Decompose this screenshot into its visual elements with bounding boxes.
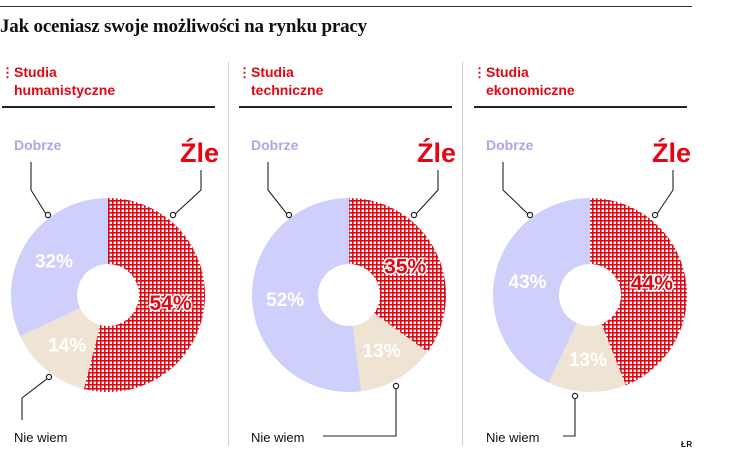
- chart-title-line: techniczne: [251, 82, 324, 98]
- chart-title-line: Studia: [486, 64, 529, 80]
- chart-divider: [239, 106, 452, 108]
- leader-line-nie-wiem: [21, 377, 49, 420]
- label-dobrze: Dobrze: [14, 137, 62, 153]
- leader-dot: [526, 211, 534, 219]
- label-zle: Źle: [652, 137, 691, 168]
- column-divider: [228, 62, 229, 446]
- label-zle: Źle: [417, 137, 456, 168]
- slice-value-label: 13%: [363, 341, 401, 362]
- slice-nie-wiem: [20, 308, 101, 389]
- label-nie-wiem: Nie wiem: [486, 430, 539, 445]
- slice-value-label: 32%: [35, 252, 73, 273]
- leader-dot: [285, 211, 293, 219]
- label-nie-wiem: Nie wiem: [251, 430, 304, 445]
- leader-dot: [571, 392, 579, 400]
- chart-divider: [2, 106, 215, 108]
- slice-dobrze: [252, 198, 362, 392]
- leader-line-dobrze: [30, 162, 47, 215]
- leader-dot: [169, 211, 177, 219]
- slice-value-label: 13%: [569, 350, 607, 371]
- chart-title-line: ekonomiczne: [486, 82, 575, 98]
- slice-value-label: 14%: [48, 335, 86, 356]
- label-dobrze: Dobrze: [486, 137, 534, 153]
- leader-line-zle: [656, 170, 674, 215]
- slice-dobrze: [10, 198, 109, 337]
- chart-title-line: Studia: [251, 64, 294, 80]
- leader-line-dobrze: [267, 162, 288, 215]
- leader-dot: [410, 211, 418, 219]
- label-zle: Źle: [180, 137, 219, 168]
- label-dobrze: Dobrze: [251, 137, 299, 153]
- chart-title-marker: ⋮: [238, 65, 251, 80]
- chart-title-marker: ⋮: [473, 65, 486, 80]
- leader-dot: [44, 211, 52, 219]
- leader-dot: [392, 382, 400, 390]
- slice-nie-wiem: [548, 323, 626, 392]
- slice-value-label: 52%: [266, 290, 304, 311]
- slice-dobrze: [493, 198, 590, 383]
- slice-value-label: 54%: [149, 292, 191, 315]
- page-title: Jak oceniasz swoje możliwości na rynku p…: [0, 16, 367, 37]
- slice-value-label: 35%: [384, 255, 426, 278]
- leader-dot: [651, 211, 659, 219]
- slice-value-label: 43%: [509, 272, 547, 293]
- top-rule: [0, 6, 692, 7]
- label-nie-wiem: Nie wiem: [14, 430, 67, 445]
- chart-divider: [474, 106, 687, 108]
- chart-title-marker: ⋮: [1, 65, 14, 80]
- column-divider: [462, 62, 463, 446]
- slice-zle: [590, 198, 687, 386]
- credit-label: ŁR: [681, 440, 693, 449]
- slice-value-label: 44%: [631, 272, 673, 295]
- chart-title-line: Studia: [14, 64, 57, 80]
- leader-line-nie-wiem: [323, 388, 397, 437]
- leader-line-zle: [174, 170, 202, 215]
- leader-line-zle: [415, 170, 439, 215]
- leader-dot: [45, 373, 53, 381]
- slice-zle: [83, 198, 205, 392]
- leader-line-dobrze: [502, 162, 529, 215]
- chart-title-line: humanistyczne: [14, 82, 115, 98]
- leader-line-nie-wiem: [563, 398, 576, 437]
- slice-nie-wiem: [352, 313, 428, 392]
- slice-zle: [349, 198, 446, 353]
